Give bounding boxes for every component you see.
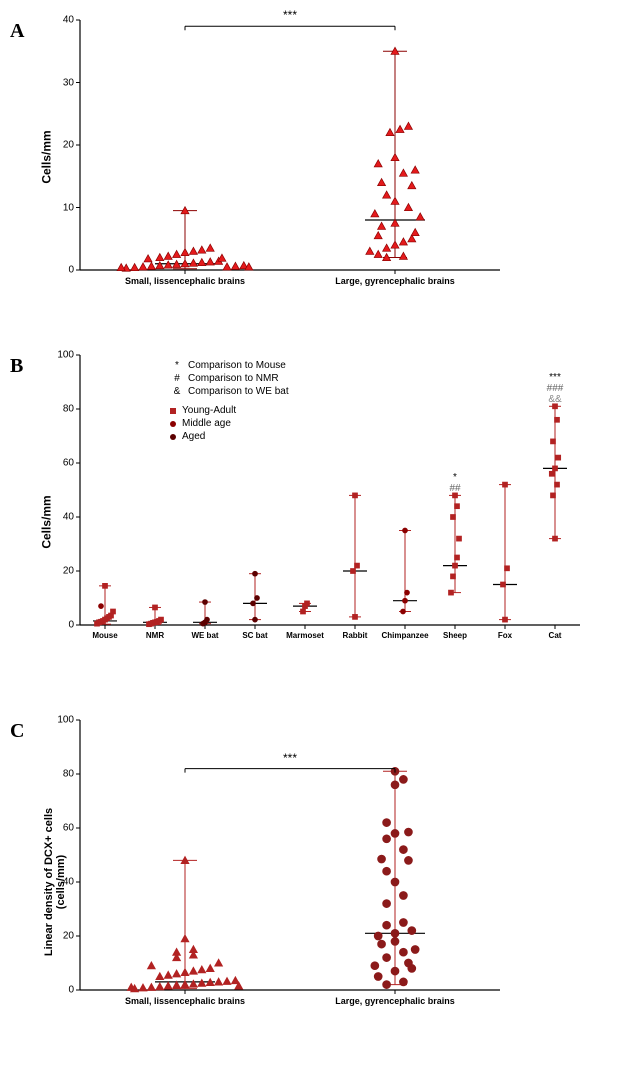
panel-a: A Cells/mm 010203040Small, lissencephali… [10, 20, 621, 330]
legend-row: Young-Adult [170, 405, 289, 416]
ytick-label: 20 [63, 140, 80, 151]
significance-annot: * [453, 472, 457, 483]
panel-a-label: A [10, 20, 24, 43]
legend-text: Comparison to WE bat [188, 386, 289, 397]
significance-annot: *** [549, 372, 561, 383]
xtick-label: Large, gyrencephalic brains [335, 990, 455, 1006]
xtick-label: WE bat [191, 625, 218, 640]
legend-symbol: & [170, 386, 184, 397]
legend-row: # Comparison to NMR [170, 373, 289, 384]
significance-text: *** [283, 8, 297, 22]
xtick-label: Chimpanzee [381, 625, 428, 640]
ytick-label: 0 [68, 620, 80, 631]
xtick-label: NMR [146, 625, 164, 640]
legend-text: Young-Adult [182, 405, 236, 416]
ytick-label: 10 [63, 202, 80, 213]
legend-text: Aged [182, 431, 205, 442]
xtick-label: Marmoset [286, 625, 324, 640]
panel-b-label: B [10, 355, 23, 378]
significance-annot: ## [449, 483, 460, 494]
ytick-label: 60 [63, 458, 80, 469]
ytick-label: 80 [63, 404, 80, 415]
legend-row: Aged [170, 431, 289, 442]
legend-text: Comparison to NMR [188, 373, 279, 384]
ytick-label: 40 [63, 15, 80, 26]
legend-marker [170, 434, 176, 440]
panel-b-ylabel: Cells/mm [40, 495, 54, 548]
legend-row: Middle age [170, 418, 289, 429]
panel-c-chart: 020406080100Small, lissencephalic brains… [80, 720, 500, 990]
ytick-label: 0 [68, 265, 80, 276]
legend-symbol: # [170, 373, 184, 384]
panel-a-ylabel: Cells/mm [40, 130, 54, 183]
xtick-label: Sheep [443, 625, 467, 640]
legend-marker [170, 421, 176, 427]
xtick-label: Cat [549, 625, 562, 640]
xtick-label: Mouse [92, 625, 117, 640]
panel-b: B Cells/mm * Comparison to Mouse # Comparis… [10, 355, 621, 695]
legend-row: * Comparison to Mouse [170, 360, 289, 371]
panel-a-chart: 010203040Small, lissencephalic brainsLar… [80, 20, 500, 270]
panel-b-legend: * Comparison to Mouse # Comparison to NMR&C… [170, 360, 289, 444]
ytick-label: 100 [57, 350, 80, 361]
ytick-label: 40 [63, 877, 80, 888]
panel-c: C Linear density of DCX+ cells (cells/mm… [10, 720, 621, 1050]
ytick-label: 30 [63, 77, 80, 88]
xtick-label: Rabbit [343, 625, 368, 640]
legend-marker [170, 408, 176, 414]
significance-annot: ### [547, 383, 564, 394]
significance-annot: && [548, 394, 561, 405]
ytick-label: 100 [57, 715, 80, 726]
xtick-label: Small, lissencephalic brains [125, 990, 245, 1006]
legend-symbol: * [170, 360, 184, 371]
ytick-label: 40 [63, 512, 80, 523]
significance-text: *** [283, 751, 297, 765]
xtick-label: SC bat [242, 625, 267, 640]
xtick-label: Fox [498, 625, 512, 640]
panel-b-chart: * Comparison to Mouse # Comparison to NMR&C… [80, 355, 580, 625]
ytick-label: 20 [63, 931, 80, 942]
ytick-label: 0 [68, 985, 80, 996]
legend-row: &Comparison to WE bat [170, 386, 289, 397]
ytick-label: 20 [63, 566, 80, 577]
xtick-label: Large, gyrencephalic brains [335, 270, 455, 286]
ytick-label: 60 [63, 823, 80, 834]
panel-c-label: C [10, 720, 24, 743]
legend-text: Middle age [182, 418, 231, 429]
ytick-label: 80 [63, 769, 80, 780]
legend-text: Comparison to Mouse [188, 360, 286, 371]
xtick-label: Small, lissencephalic brains [125, 270, 245, 286]
